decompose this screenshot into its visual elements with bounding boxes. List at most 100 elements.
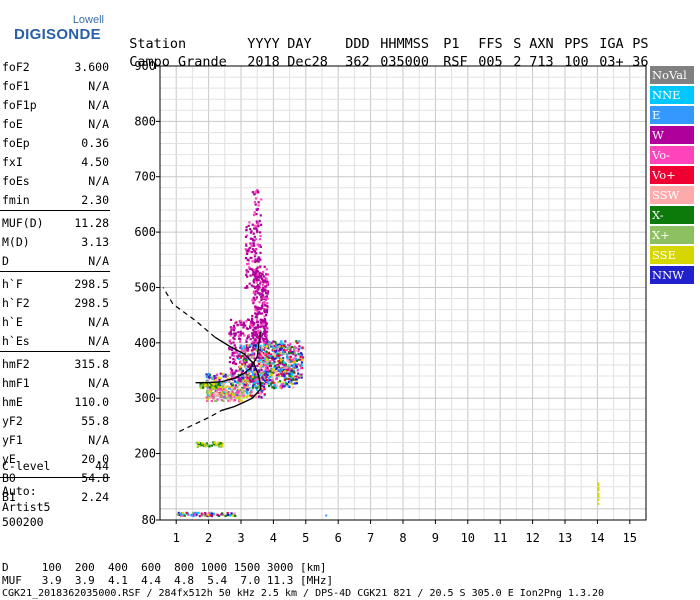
- echo-point: [239, 333, 242, 336]
- echo-point: [206, 396, 209, 399]
- echo-point: [244, 372, 248, 375]
- echo-point: [263, 388, 266, 391]
- echo-point: [239, 319, 242, 322]
- echo-point: [256, 229, 259, 232]
- header-label: PS: [632, 36, 649, 52]
- echo-point: [300, 352, 303, 355]
- echo-point: [225, 389, 228, 392]
- echo-point: [247, 344, 250, 347]
- header-value: 2: [513, 54, 522, 70]
- echo-point: [283, 372, 286, 375]
- echo-point: [216, 373, 219, 376]
- param-row: M(D) 3.13: [2, 235, 109, 254]
- echo-point: [253, 342, 256, 345]
- echo-point: [256, 278, 259, 281]
- echo-point: [234, 351, 237, 354]
- echo-point: [286, 366, 289, 369]
- echo-point: [206, 389, 209, 392]
- echo-point: [217, 388, 220, 391]
- echo-point: [242, 358, 246, 361]
- echo-point: [291, 375, 294, 378]
- echo-point: [238, 395, 241, 398]
- echo-point: [260, 396, 263, 399]
- echo-point: [237, 391, 240, 394]
- param-label: foF1: [2, 79, 30, 93]
- echo-point: [260, 391, 263, 394]
- echo-point: [259, 330, 262, 333]
- echo-point: [244, 357, 247, 360]
- echo-point: [236, 351, 239, 354]
- echo-point: [240, 388, 243, 391]
- echo-point: [259, 355, 262, 358]
- echo-point: [290, 376, 293, 379]
- echo-point: [300, 361, 304, 364]
- echo-point: [232, 378, 235, 381]
- echo-point: [299, 355, 302, 358]
- echo-point: [266, 281, 269, 284]
- echo-point: [301, 358, 304, 361]
- echo-point: [274, 357, 277, 360]
- param-row: fxI 4.50: [2, 155, 109, 174]
- auto-version: 500200: [2, 515, 44, 529]
- echo-point: [262, 341, 265, 344]
- echo-point: [232, 329, 236, 332]
- echo-point: [250, 390, 253, 393]
- echo-point: [201, 442, 204, 445]
- echo-point: [253, 193, 256, 196]
- echo-point: [274, 341, 277, 344]
- echo-point: [258, 238, 262, 241]
- echo-point: [263, 279, 266, 282]
- y-tick-label: 80: [142, 513, 156, 527]
- echo-point: [297, 363, 300, 366]
- echo-point: [245, 344, 248, 347]
- param-row: foEs N/A: [2, 174, 109, 193]
- echo-point: [284, 370, 287, 373]
- echo-point: [288, 372, 291, 375]
- echo-point: [274, 371, 277, 374]
- echo-point: [242, 394, 245, 397]
- echo-point: [251, 325, 254, 328]
- echo-point: [275, 366, 278, 369]
- echo-point: [220, 513, 223, 516]
- echo-point: [267, 377, 271, 380]
- echo-point: [282, 352, 285, 355]
- echo-point: [265, 334, 268, 337]
- echo-point: [265, 378, 268, 382]
- param-label: M(D): [2, 235, 30, 249]
- echo-point: [597, 484, 600, 487]
- echo-point: [288, 361, 291, 364]
- echo-point: [246, 337, 249, 340]
- echo-point: [262, 375, 265, 378]
- echo-point: [232, 375, 235, 378]
- echo-point: [281, 373, 284, 376]
- echo-point: [293, 352, 297, 355]
- echo-point: [284, 381, 287, 384]
- echo-point: [259, 340, 262, 343]
- echo-point: [253, 274, 256, 277]
- echo-point: [206, 392, 209, 395]
- param-label: foEs: [2, 174, 30, 188]
- echo-point: [241, 374, 244, 377]
- echo-point: [265, 277, 268, 280]
- echo-point: [226, 511, 229, 515]
- echo-point: [257, 204, 260, 207]
- echo-point: [251, 191, 254, 194]
- echo-point: [197, 511, 200, 514]
- echo-point: [290, 375, 293, 378]
- echo-point: [213, 375, 216, 378]
- echo-point: [269, 371, 272, 374]
- echo-point: [237, 357, 241, 361]
- echo-point: [259, 282, 262, 285]
- echo-point: [261, 294, 264, 297]
- echo-point: [284, 363, 288, 366]
- echo-point: [263, 352, 266, 355]
- echo-point: [246, 263, 249, 266]
- echo-point: [257, 310, 260, 314]
- echo-point: [292, 364, 295, 367]
- echo-point: [227, 379, 230, 382]
- legend-item: SSW: [650, 186, 694, 204]
- echo-point: [255, 377, 258, 380]
- echo-point: [228, 400, 232, 403]
- echo-point: [290, 369, 293, 373]
- echo-point: [268, 361, 271, 365]
